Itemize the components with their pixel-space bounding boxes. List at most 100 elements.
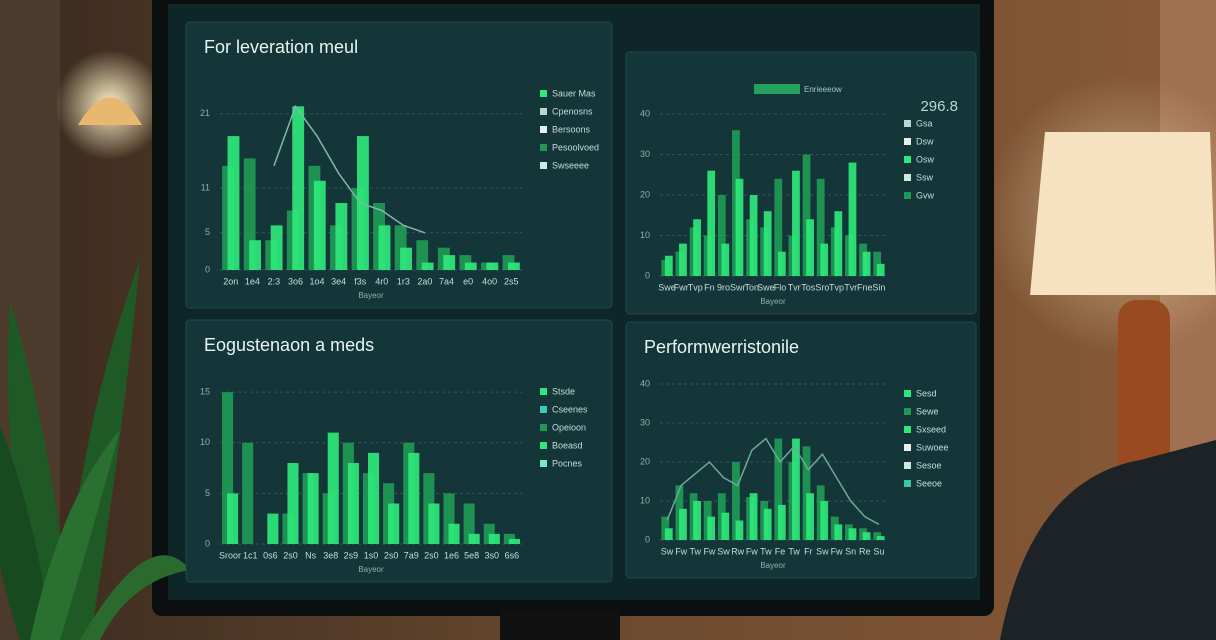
x-tick-label: Swe [658, 282, 676, 292]
x-tick-label: Fe [775, 546, 786, 556]
bar [820, 243, 829, 276]
bar [463, 503, 475, 544]
x-tick-label: Tw [690, 546, 702, 556]
bar [777, 251, 786, 276]
x-tick-label: 1s0 [364, 550, 379, 560]
legend-label: Stsde [552, 386, 575, 396]
bar [816, 178, 825, 276]
bar [416, 240, 429, 270]
subtitle-chip [754, 84, 800, 94]
x-tick-label: Sw [717, 546, 730, 556]
y-tick-label: 40 [640, 108, 650, 118]
bar [876, 263, 885, 276]
x-tick-label: Tos [801, 282, 816, 292]
person-silhouette [1000, 440, 1216, 640]
bar [486, 262, 499, 270]
bar [227, 136, 240, 270]
bar [732, 462, 740, 540]
legend-swatch [904, 192, 911, 199]
x-tick-label: Sroor [219, 550, 241, 560]
bar [820, 501, 829, 540]
bar [862, 251, 871, 276]
bar [679, 243, 687, 276]
y-tick-label: 11 [201, 183, 210, 193]
y-tick-label: 5 [205, 227, 210, 237]
bar [347, 463, 359, 544]
chart-badge: 296.8 [920, 98, 958, 115]
x-tick-label: Sw [816, 546, 829, 556]
bar [243, 158, 256, 270]
x-tick-label: Tw [788, 546, 800, 556]
y-tick-label: 0 [205, 264, 210, 274]
legend-swatch [904, 426, 911, 433]
y-tick-label: 5 [205, 488, 210, 498]
legend-swatch [904, 174, 911, 181]
bar [693, 219, 701, 276]
x-tick-label: Swr [730, 282, 746, 292]
legend-label: Gvw [916, 190, 935, 200]
bar [707, 170, 716, 276]
x-tick-label: Fw [675, 546, 687, 556]
legend-label: Opeioon [552, 422, 586, 432]
legend-swatch [540, 460, 547, 467]
bar [327, 432, 339, 544]
chart-title: For leveration meul [204, 37, 358, 57]
x-tick-label: Swe [757, 282, 775, 292]
bar [507, 262, 520, 270]
bar [378, 225, 391, 270]
x-tick-label: Sw [661, 546, 674, 556]
legend-swatch [904, 444, 911, 451]
bar [428, 503, 440, 544]
bar [806, 219, 814, 276]
x-tick-label: 3s0 [485, 550, 500, 560]
x-tick-label: 2a0 [417, 276, 432, 286]
x-tick-label: 9ro [717, 282, 730, 292]
bar [707, 516, 716, 540]
x-tick-label: e0 [463, 276, 473, 286]
bar [693, 501, 701, 540]
legend-label: Cpenosns [552, 106, 593, 116]
legend-label: Swseeee [552, 160, 589, 170]
line [273, 104, 426, 234]
legend-label: Boeasd [552, 440, 583, 450]
bar [806, 493, 814, 540]
bar [679, 508, 687, 540]
legend-label: Suwoee [916, 442, 949, 452]
y-tick-label: 0 [645, 534, 650, 544]
bar [488, 533, 500, 544]
x-tick-label: 2s0 [283, 550, 298, 560]
legend-swatch [540, 424, 547, 431]
y-tick-label: 30 [640, 149, 650, 159]
bar [802, 154, 811, 276]
x-tick-label: Re [859, 546, 871, 556]
x-tick-label: Fne [857, 282, 873, 292]
x-tick-label: 7a9 [404, 550, 419, 560]
bar [774, 438, 783, 540]
legend-label: Bersoons [552, 124, 591, 134]
legend-label: Pesoolvoed [552, 142, 599, 152]
bar [717, 195, 726, 276]
x-axis-label: Bayeor [760, 561, 786, 570]
x-axis-label: Bayeor [760, 297, 786, 306]
lamp-base [1118, 300, 1170, 480]
legend-label: Sauer Mas [552, 88, 596, 98]
x-tick-label: 2:3 [268, 276, 281, 286]
bar [464, 262, 477, 270]
plant [0, 260, 190, 640]
x-tick-label: 1e6 [444, 550, 459, 560]
x-tick-label: 6s6 [505, 550, 520, 560]
x-tick-label: 5e8 [464, 550, 479, 560]
x-tick-label: Fw [831, 546, 843, 556]
x-tick-label: f3s [354, 276, 367, 286]
bar [749, 195, 758, 276]
x-tick-label: 3e4 [331, 276, 346, 286]
chart-subtitle: Enrieeeow [804, 85, 842, 94]
x-tick-label: Sn [845, 546, 856, 556]
bar [777, 504, 786, 540]
bar [848, 162, 857, 276]
x-tick-label: Fw [703, 546, 715, 556]
legend-swatch [540, 406, 547, 413]
bar [313, 180, 326, 270]
legend-swatch [540, 108, 547, 115]
